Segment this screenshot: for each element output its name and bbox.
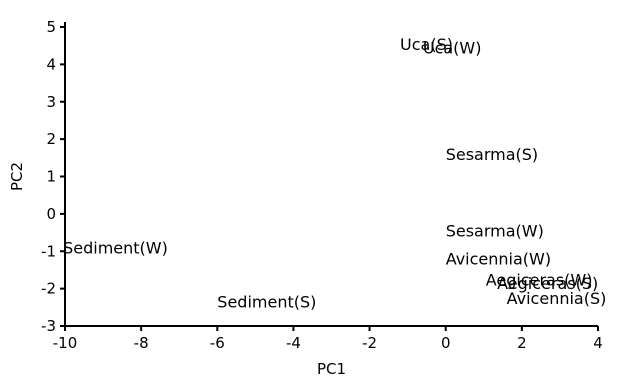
y-tick-label: 3	[46, 93, 56, 111]
scatter-point-label: Aegiceras(W)	[486, 270, 593, 289]
x-tick-label: 2	[517, 334, 527, 352]
scatter-point-label: Uca(W)	[423, 39, 482, 58]
y-axis-title: PC2	[8, 162, 26, 191]
y-tick-label: 1	[46, 168, 56, 186]
scatter-point-label: Aegiceras(S)	[497, 274, 598, 293]
x-tick-label: -10	[53, 334, 78, 352]
scatter-point-label: Avicennia(S)	[507, 289, 607, 308]
x-tick-label: 0	[441, 334, 451, 352]
x-tick-label: -2	[362, 334, 377, 352]
scatter-point-label: Sesarma(W)	[446, 222, 544, 241]
y-tick-label: -3	[41, 317, 56, 335]
y-tick-label: 5	[46, 18, 56, 36]
x-tick-label: -4	[286, 334, 301, 352]
scatter-point-label: Avicennia(W)	[446, 250, 551, 269]
axes	[64, 22, 598, 327]
point-labels: Uca(S)Uca(W) Sesarma(S) Sesarma(W) Avicenni…	[63, 35, 606, 312]
scatter-point-label: Uca(S)	[400, 35, 453, 54]
x-tick-label: -6	[210, 334, 225, 352]
x-tick-label: 4	[593, 334, 603, 352]
scatter-point-label: Sesarma(S)	[446, 145, 538, 164]
scatter-point-label: Sediment(S)	[217, 293, 316, 312]
y-tick-label: 4	[46, 55, 56, 73]
y-tick-label: 0	[46, 205, 56, 223]
y-tick-label: 2	[46, 130, 56, 148]
y-tick-label: -1	[41, 242, 56, 260]
x-axis-title: PC1	[317, 360, 346, 378]
x-tick-label: -8	[134, 334, 149, 352]
y-tick-label: -2	[41, 280, 56, 298]
scatter-point-label: Sediment(W)	[63, 239, 168, 258]
